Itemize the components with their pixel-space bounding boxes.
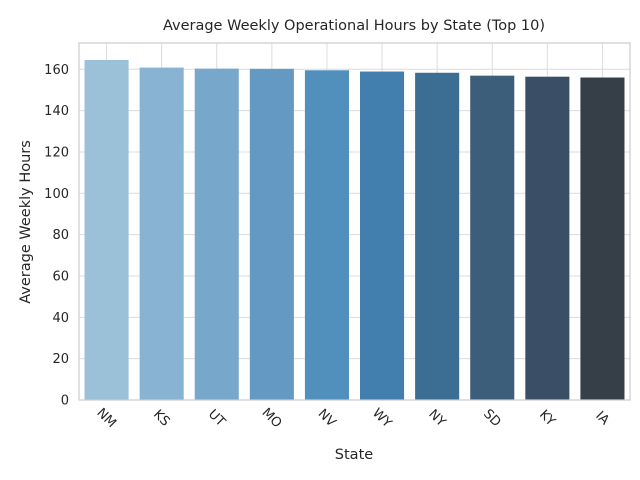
bar-sd — [470, 75, 515, 401]
bar-ny — [415, 72, 460, 401]
y-tick-label: 140 — [44, 104, 69, 119]
plot-frame — [78, 42, 631, 401]
x-tick-label: WY — [369, 406, 394, 431]
y-tick-label: 160 — [44, 63, 69, 78]
y-tick-label: 20 — [52, 352, 69, 367]
bar-wy — [360, 71, 405, 401]
y-tick-label: 40 — [52, 311, 69, 326]
x-tick-label: NY — [425, 407, 448, 430]
bar-ia — [580, 77, 625, 400]
bar-ks — [139, 67, 184, 400]
x-axis-label: State — [335, 447, 373, 463]
x-tick-label: IA — [592, 409, 612, 429]
x-tick-label: NV — [315, 406, 339, 430]
bar-mo — [249, 68, 294, 401]
y-tick-label: 120 — [44, 145, 69, 160]
y-tick-label: 100 — [44, 187, 69, 202]
x-tick-label: UT — [205, 407, 228, 430]
bar-nm — [84, 59, 129, 401]
y-tick-label: 60 — [52, 269, 69, 284]
chart-title: Average Weekly Operational Hours by Stat… — [163, 18, 545, 34]
x-tick-label: KS — [150, 407, 172, 429]
x-tick-label: NM — [93, 406, 118, 431]
x-tick-label: KY — [536, 407, 558, 429]
y-axis-label: Average Weekly Hours — [18, 140, 34, 304]
plot-area: 0 20 40 60 80 100 120 140 160 NM KS UT MO NV WY NY SD KY I… — [44, 42, 631, 431]
bar-ut — [194, 68, 239, 401]
bar-ky — [525, 76, 570, 400]
bar-nv — [304, 70, 349, 400]
y-tick-label: 80 — [52, 228, 69, 243]
x-tick-label: SD — [480, 407, 504, 431]
x-tick-label: MO — [259, 405, 285, 431]
y-tick-label: 0 — [61, 394, 69, 409]
